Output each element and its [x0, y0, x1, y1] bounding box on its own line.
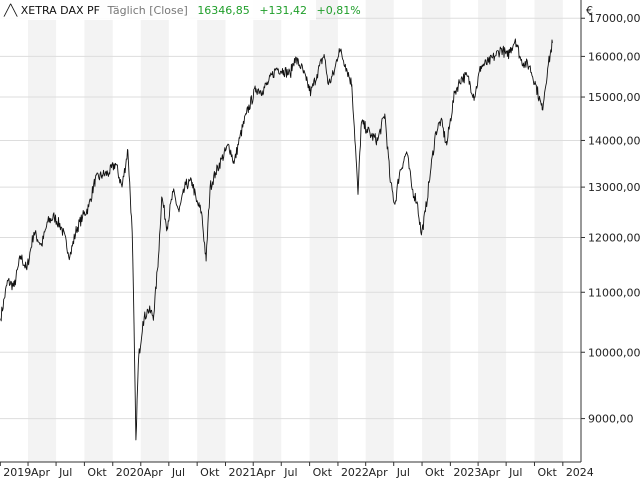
- x-tick-label: Apr: [144, 466, 164, 479]
- quarter-band: [478, 0, 507, 462]
- header-background: [0, 0, 316, 20]
- x-tick-label: Jul: [171, 466, 185, 479]
- price-change: +131,42: [259, 4, 307, 17]
- x-tick-label: 2019: [3, 466, 31, 479]
- quarter-band: [84, 0, 113, 462]
- y-tick-label: 15000,00: [588, 91, 640, 104]
- quarter-bands: [28, 0, 563, 462]
- y-tick-label: 13000,00: [588, 181, 640, 194]
- quarter-band: [309, 0, 338, 462]
- quarter-band: [197, 0, 226, 462]
- price-line: [0, 38, 553, 441]
- quarter-band: [253, 0, 282, 462]
- x-tick-label: Okt: [313, 466, 333, 479]
- y-tick-label: 9000,00: [588, 413, 634, 426]
- y-tick-label: 11000,00: [588, 286, 640, 299]
- x-axis-ticks: 2019 Apr Jul Okt 2020 Apr Jul Okt 2021 Apr Jul Okt 2…: [0, 462, 594, 479]
- y-tick-label: 10000,00: [588, 346, 640, 359]
- x-tick-label: Jul: [58, 466, 72, 479]
- currency-label: €: [586, 4, 593, 17]
- y-tick-label: 16000,00: [588, 50, 640, 63]
- x-tick-label: Okt: [87, 466, 107, 479]
- line-glyph-icon: ╱╲: [3, 3, 19, 17]
- price-change-pct: +0,81%: [317, 4, 361, 17]
- x-tick-label: Okt: [425, 466, 445, 479]
- y-tick-label: 14000,00: [588, 134, 640, 147]
- quarter-band: [140, 0, 169, 462]
- x-tick-label: Apr: [481, 466, 501, 479]
- interval-label: Täglich [Close]: [106, 4, 187, 17]
- y-tick-label: 17000,00: [588, 12, 640, 25]
- x-tick-label: Apr: [256, 466, 276, 479]
- y-axis-ticks: 9000,00 10000,00 11000,00 12000,00 13000,00 1…: [581, 12, 640, 426]
- x-tick-label: 2024: [566, 466, 594, 479]
- quarter-band: [28, 0, 57, 462]
- x-tick-label: 2021: [228, 466, 256, 479]
- x-tick-label: Okt: [200, 466, 220, 479]
- last-price: 16346,85: [197, 4, 250, 17]
- x-tick-label: Jul: [396, 466, 410, 479]
- x-tick-label: Jul: [508, 466, 522, 479]
- x-tick-label: 2020: [116, 466, 144, 479]
- x-tick-label: Apr: [369, 466, 389, 479]
- y-tick-label: 12000,00: [588, 231, 640, 244]
- quarter-band: [534, 0, 563, 462]
- header-text: ╱╲ XETRA DAX PF Täglich [Close] 16346,85…: [3, 3, 361, 17]
- quarter-band: [365, 0, 394, 462]
- x-tick-label: Apr: [31, 466, 51, 479]
- x-tick-label: Okt: [537, 466, 557, 479]
- x-tick-label: 2022: [341, 466, 369, 479]
- instrument-name: XETRA DAX PF: [21, 4, 100, 17]
- quarter-band: [422, 0, 451, 462]
- x-tick-label: Jul: [283, 466, 297, 479]
- x-tick-label: 2023: [453, 466, 481, 479]
